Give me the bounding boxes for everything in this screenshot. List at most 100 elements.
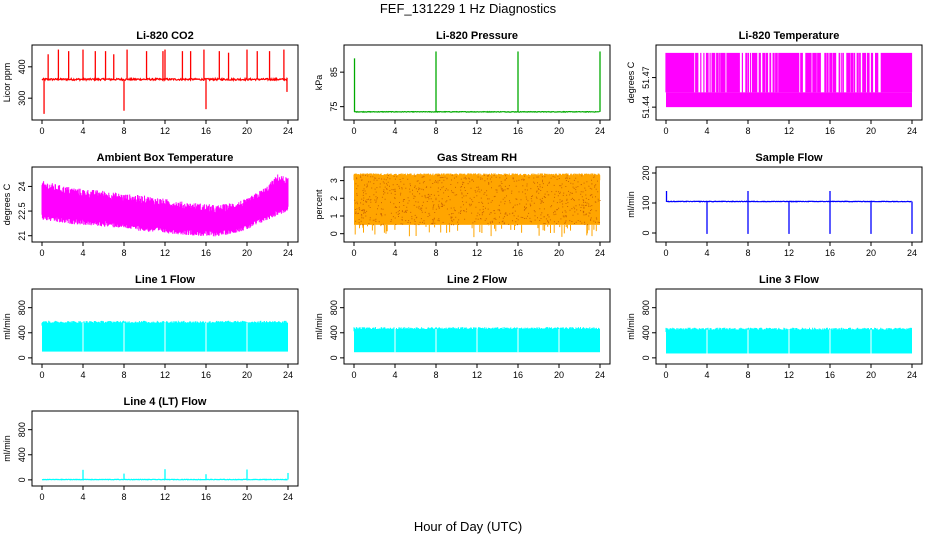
x-tick-label: 0 <box>663 126 668 136</box>
y-tick-label: 51.47 <box>641 66 651 89</box>
x-tick-label: 20 <box>242 370 252 380</box>
x-tick-label: 16 <box>825 126 835 136</box>
x-tick-label: 0 <box>39 370 44 380</box>
y-tick-label: 1 <box>329 213 339 218</box>
x-tick-label: 16 <box>513 370 523 380</box>
data-series <box>41 174 289 237</box>
series-line <box>353 110 600 113</box>
y-axis-label: kPa <box>314 75 324 91</box>
y-tick-label: 400 <box>641 325 651 340</box>
panel-6: Sample Flow 0 4 8 12 16 20 24 0 100 200 ml/min <box>626 152 923 258</box>
figure-xlabel: Hour of Day (UTC) <box>414 519 522 534</box>
x-tick-label: 4 <box>392 126 397 136</box>
x-tick-label: 12 <box>784 126 794 136</box>
x-tick-label: 8 <box>745 126 750 136</box>
x-tick-label: 24 <box>283 126 293 136</box>
y-tick-label: 2 <box>329 196 339 201</box>
y-tick-label: 800 <box>641 300 651 315</box>
x-tick-label: 16 <box>513 126 523 136</box>
y-axis-label: ml/min <box>2 435 12 462</box>
x-tick-label: 16 <box>201 126 211 136</box>
y-tick-label: 800 <box>17 422 27 437</box>
x-tick-label: 4 <box>392 370 397 380</box>
x-tick-label: 0 <box>351 370 356 380</box>
x-tick-label: 12 <box>472 248 482 258</box>
panel-title: Ambient Box Temperature <box>97 152 234 164</box>
x-tick-label: 8 <box>121 126 126 136</box>
x-tick-label: 24 <box>595 248 605 258</box>
x-tick-label: 24 <box>595 126 605 136</box>
x-tick-label: 8 <box>121 492 126 502</box>
series-band <box>41 174 289 237</box>
panel-4: Ambient Box Temperature 0 4 8 12 16 20 24 21 22.5… <box>2 152 299 258</box>
data-series <box>353 327 600 353</box>
x-tick-label: 20 <box>554 370 564 380</box>
x-tick-label: 8 <box>433 248 438 258</box>
panel-title: Gas Stream RH <box>437 152 517 164</box>
x-tick-label: 4 <box>704 248 709 258</box>
data-series <box>665 327 912 354</box>
y-tick-label: 24 <box>17 181 27 191</box>
x-tick-label: 24 <box>283 248 293 258</box>
y-axis-label: ml/min <box>2 313 12 340</box>
y-tick-label: 75 <box>329 102 339 112</box>
panel-8: Line 2 Flow 0 4 8 12 16 20 24 0 400 800 ml/min <box>314 274 611 380</box>
x-tick-label: 16 <box>201 370 211 380</box>
x-tick-label: 12 <box>160 248 170 258</box>
x-tick-label: 20 <box>242 248 252 258</box>
data-series <box>353 51 601 113</box>
x-tick-label: 16 <box>201 492 211 502</box>
panel-9: Line 3 Flow 0 4 8 12 16 20 24 0 400 800 ml/min <box>626 274 923 380</box>
plot-frame <box>343 288 611 365</box>
y-tick-label: 22.5 <box>17 202 27 220</box>
series-texture <box>354 174 601 226</box>
x-tick-label: 16 <box>825 248 835 258</box>
x-tick-label: 4 <box>80 126 85 136</box>
data-series <box>41 49 289 114</box>
y-tick-label: 400 <box>17 59 27 74</box>
x-tick-label: 20 <box>866 370 876 380</box>
data-series <box>41 469 289 481</box>
x-tick-label: 12 <box>784 370 794 380</box>
y-tick-label: 400 <box>17 325 27 340</box>
x-tick-label: 8 <box>745 248 750 258</box>
x-tick-label: 24 <box>283 370 293 380</box>
x-tick-label: 12 <box>160 370 170 380</box>
x-tick-label: 20 <box>554 248 564 258</box>
y-tick-label: 21 <box>17 231 27 241</box>
data-series <box>665 191 913 234</box>
y-tick-label: 51.44 <box>641 96 651 119</box>
y-tick-label: 100 <box>641 195 651 210</box>
y-tick-label: 400 <box>17 447 27 462</box>
x-tick-label: 8 <box>433 126 438 136</box>
y-tick-label: 0 <box>329 231 339 236</box>
x-tick-label: 8 <box>433 370 438 380</box>
panel-1: Li-820 CO2 0 4 8 12 16 20 24 300 400 Licor ppm <box>2 30 299 136</box>
x-tick-label: 24 <box>907 126 917 136</box>
panel-10: Line 4 (LT) Flow 0 4 8 12 16 20 24 0 400 800 ml/min <box>2 396 299 502</box>
x-tick-label: 0 <box>663 248 668 258</box>
x-tick-label: 4 <box>704 126 709 136</box>
series-toggles <box>665 52 913 93</box>
x-tick-label: 20 <box>866 248 876 258</box>
x-tick-label: 12 <box>784 248 794 258</box>
series-band <box>354 175 600 225</box>
x-tick-label: 20 <box>554 126 564 136</box>
y-tick-label: 200 <box>641 165 651 180</box>
y-tick-label: 0 <box>17 477 27 482</box>
panel-title: Sample Flow <box>755 152 823 164</box>
x-tick-label: 4 <box>80 370 85 380</box>
y-tick-label: 0 <box>641 355 651 360</box>
x-tick-label: 16 <box>825 370 835 380</box>
y-axis-label: degrees C <box>2 183 12 225</box>
x-tick-label: 24 <box>907 248 917 258</box>
x-tick-label: 0 <box>39 248 44 258</box>
panel-title: Line 1 Flow <box>135 274 195 286</box>
x-tick-label: 0 <box>663 370 668 380</box>
x-tick-label: 4 <box>80 492 85 502</box>
y-tick-label: 800 <box>329 300 339 315</box>
panel-title: Li-820 Pressure <box>436 30 518 42</box>
